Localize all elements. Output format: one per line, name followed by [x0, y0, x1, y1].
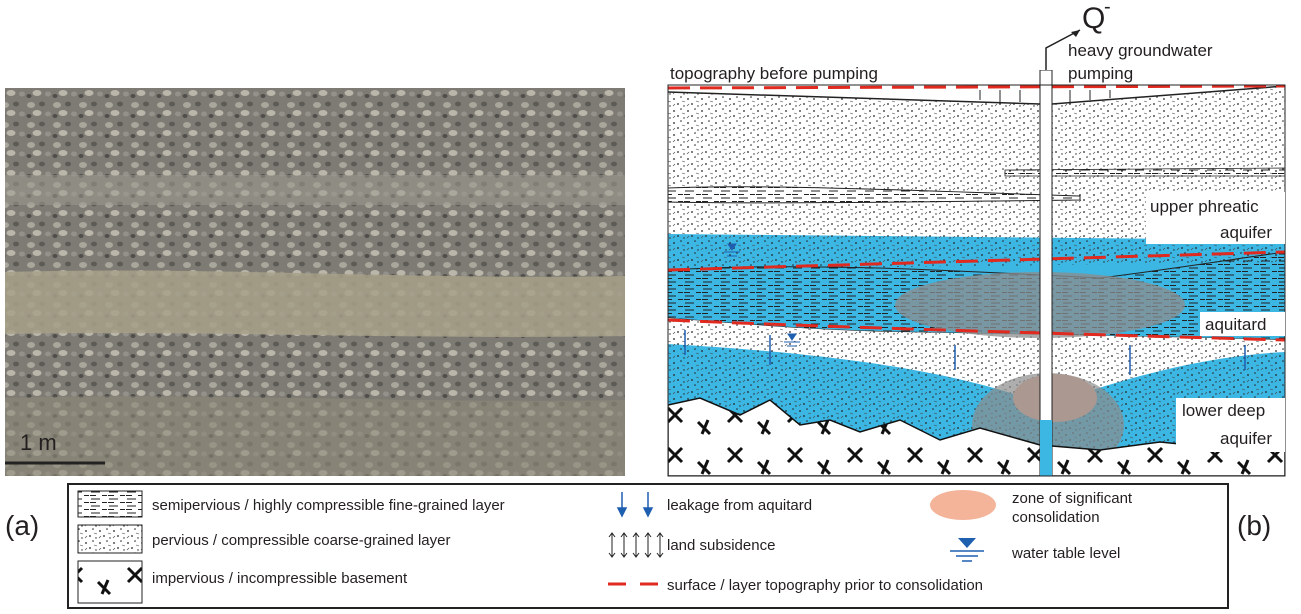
panel-label: (a)	[5, 510, 39, 541]
legend-label: land subsidence	[667, 537, 775, 554]
well-caption: pumping	[1068, 64, 1133, 83]
legend-label: water table level	[1011, 545, 1120, 562]
well-superscript: -	[1104, 0, 1111, 18]
legend-label: semipervious / highly compressible fine-…	[152, 497, 505, 514]
layer-label: aquitard	[1205, 315, 1266, 334]
layer-label: aquifer	[1220, 429, 1272, 448]
topography-label: topography before pumping	[670, 64, 878, 83]
legend-label: pervious / compressible coarse-grained l…	[152, 532, 450, 549]
figure: 1 m (a) Q - heavy groundwater pumping to…	[0, 0, 1301, 614]
legend-label: surface / layer topography prior to cons…	[667, 577, 983, 594]
well-caption: heavy groundwater	[1068, 41, 1213, 60]
legend-label: zone of significant	[1012, 490, 1133, 507]
legend-label: impervious / incompressible basement	[152, 570, 408, 587]
scale-bar-label: 1 m	[20, 430, 57, 455]
panel-label: (b)	[1237, 510, 1271, 541]
legend-label: consolidation	[1012, 509, 1100, 526]
legend-label: leakage from aquitard	[667, 497, 812, 514]
photo: 1 m	[5, 88, 625, 476]
layer-label: aquifer	[1220, 223, 1272, 242]
legend: semipervious / highly compressible fine-…	[68, 484, 1228, 608]
layer-label: upper phreatic	[1150, 197, 1259, 216]
layer-label: lower deep	[1182, 401, 1265, 420]
well-symbol: Q	[1082, 2, 1105, 35]
